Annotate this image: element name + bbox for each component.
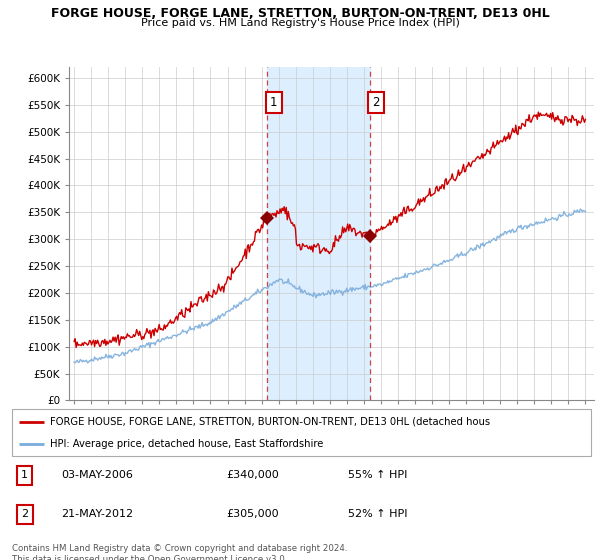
Text: Price paid vs. HM Land Registry's House Price Index (HPI): Price paid vs. HM Land Registry's House … [140,18,460,28]
Text: £305,000: £305,000 [226,510,279,520]
Text: FORGE HOUSE, FORGE LANE, STRETTON, BURTON-ON-TRENT, DE13 0HL (detached hous: FORGE HOUSE, FORGE LANE, STRETTON, BURTO… [50,417,490,427]
Text: 21-MAY-2012: 21-MAY-2012 [61,510,133,520]
Text: Contains HM Land Registry data © Crown copyright and database right 2024.
This d: Contains HM Land Registry data © Crown c… [12,544,347,560]
Text: HPI: Average price, detached house, East Staffordshire: HPI: Average price, detached house, East… [50,438,323,449]
Text: 55% ↑ HPI: 55% ↑ HPI [348,470,407,480]
Text: 52% ↑ HPI: 52% ↑ HPI [348,510,407,520]
Text: 1: 1 [270,96,278,109]
Text: 2: 2 [373,96,380,109]
Text: 03-MAY-2006: 03-MAY-2006 [61,470,133,480]
Text: £340,000: £340,000 [226,470,279,480]
Text: 2: 2 [21,510,28,520]
Bar [268,67,370,400]
Text: 1: 1 [21,470,28,480]
Text: FORGE HOUSE, FORGE LANE, STRETTON, BURTON-ON-TRENT, DE13 0HL: FORGE HOUSE, FORGE LANE, STRETTON, BURTO… [50,7,550,20]
